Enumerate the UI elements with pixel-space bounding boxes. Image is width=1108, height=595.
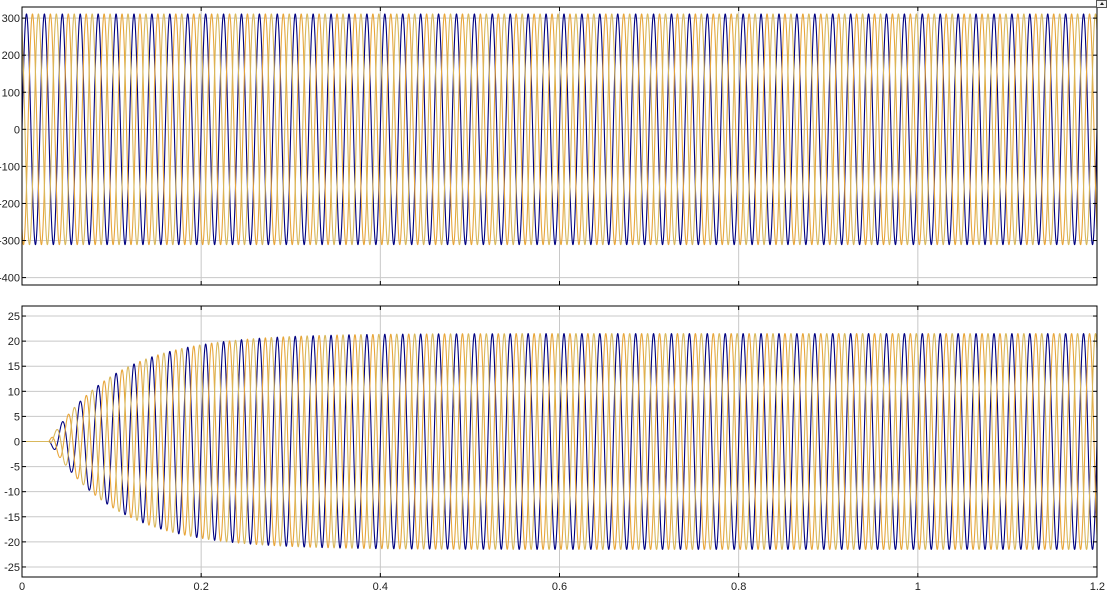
x-tick-label: 1.2 xyxy=(1090,581,1105,593)
y-tick-label: -10 xyxy=(4,487,20,499)
y-tick-label: -20 xyxy=(4,537,20,549)
series-line xyxy=(22,13,1097,246)
x-tick-label: 0.2 xyxy=(194,581,209,593)
y-tick-label: 300 xyxy=(2,13,20,25)
series-line xyxy=(22,333,1097,550)
x-tick-label: 0 xyxy=(19,581,25,593)
y-tick-label: -200 xyxy=(0,198,20,210)
x-tick-label: 0.8 xyxy=(731,581,746,593)
y-tick-label: 200 xyxy=(2,50,20,62)
y-tick-label: -400 xyxy=(0,273,20,285)
y-tick-label: -25 xyxy=(4,562,20,574)
traces xyxy=(22,13,1097,246)
traces xyxy=(22,333,1097,550)
series-line xyxy=(22,333,1097,550)
y-tick-label: 100 xyxy=(2,87,20,99)
series-line xyxy=(22,13,1097,246)
y-tick-label: 15 xyxy=(8,361,20,373)
series-line xyxy=(22,13,1097,246)
y-tick-label: 10 xyxy=(8,386,20,398)
y-tick-label: 0 xyxy=(14,437,20,449)
x-tick-label: 1 xyxy=(915,581,921,593)
y-tick-label: -100 xyxy=(0,161,20,173)
y-tick-label: -5 xyxy=(10,462,20,474)
current-plot: 25 20 15 10 5 0 -5 -10 -15 -20 -25 0 0.2 0.4 0.6 0.8 1 1.… xyxy=(4,305,1105,593)
voltage-plot: 300 200 100 0 -100 -200 -300 -400 xyxy=(0,6,1098,286)
x-tick-label: 0.6 xyxy=(552,581,567,593)
series-line xyxy=(22,333,1097,550)
y-tick-label: 20 xyxy=(8,336,20,348)
x-tick-label: 0.4 xyxy=(373,581,388,593)
y-tick-label: -300 xyxy=(0,236,20,248)
y-tick-label: -15 xyxy=(4,512,20,524)
y-tick-label: 25 xyxy=(8,311,20,323)
y-tick-label: 0 xyxy=(14,124,20,136)
y-tick-label: 5 xyxy=(14,411,20,423)
autoscale-icon[interactable] xyxy=(1096,0,1107,8)
